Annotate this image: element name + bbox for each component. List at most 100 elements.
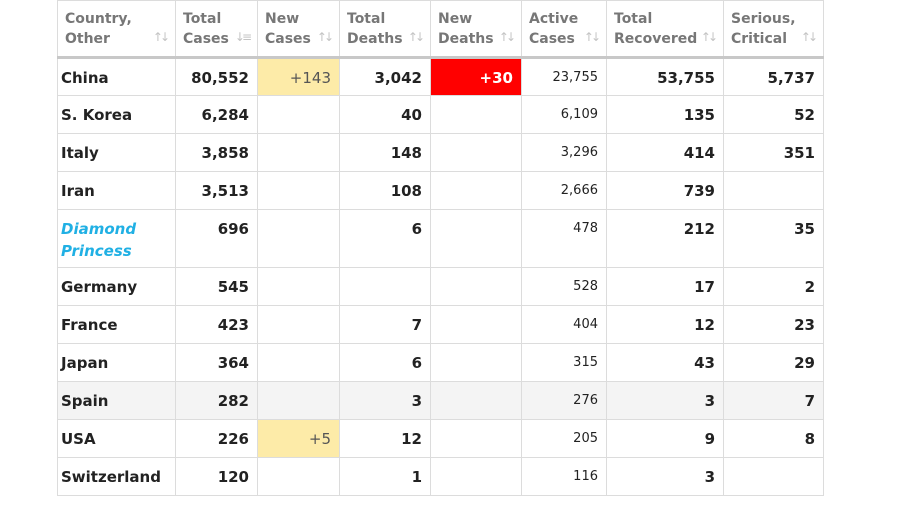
header-label: Deaths: [438, 31, 494, 47]
active-cases-cell: 404: [521, 305, 607, 344]
total-recovered-cell: 53,755: [606, 57, 724, 96]
new-cases-cell: [257, 171, 340, 210]
column-header-country[interactable]: Country, Other ↑↓: [57, 0, 176, 59]
serious-critical-cell: [723, 457, 824, 496]
new-deaths-cell: [430, 343, 522, 382]
new-deaths-cell: [430, 133, 522, 172]
sort-icon[interactable]: ↑↓: [583, 30, 601, 44]
table-row: Germany 545 528 17 2: [57, 267, 824, 306]
serious-critical-cell: 52: [723, 95, 824, 134]
total-cases-cell: 545: [175, 267, 258, 306]
total-cases-cell: 120: [175, 457, 258, 496]
country-cell: USA: [57, 419, 176, 458]
total-deaths-cell: 148: [339, 133, 431, 172]
new-cases-cell: [257, 305, 340, 344]
coronavirus-stats-table: Country, Other ↑↓ Total Cases ↓≡ New Cases ↑↓ …: [57, 0, 824, 496]
column-header-total-cases[interactable]: Total Cases ↓≡: [175, 0, 258, 59]
serious-critical-cell: 5,737: [723, 57, 824, 96]
sort-icon[interactable]: ↑↓: [700, 30, 718, 44]
table-row: France 423 7 404 12 23: [57, 305, 824, 344]
country-cell: Spain: [57, 381, 176, 420]
header-label: New: [265, 11, 300, 27]
table-row: Diamond Princess 696 6 478 212 35: [57, 209, 824, 268]
country-cell: Iran: [57, 171, 176, 210]
total-recovered-cell: 17: [606, 267, 724, 306]
country-cell: Japan: [57, 343, 176, 382]
new-cases-cell: [257, 267, 340, 306]
active-cases-cell: 276: [521, 381, 607, 420]
total-cases-cell: 282: [175, 381, 258, 420]
serious-critical-cell: 29: [723, 343, 824, 382]
sort-descending-icon[interactable]: ↓≡: [234, 30, 252, 44]
table-row: Spain 282 3 276 3 7: [57, 381, 824, 420]
total-deaths-cell: 12: [339, 419, 431, 458]
total-deaths-cell: 6: [339, 209, 431, 268]
column-header-new-deaths[interactable]: New Deaths ↑↓: [430, 0, 522, 59]
column-header-total-recovered[interactable]: Total Recovered ↑↓: [606, 0, 724, 59]
new-cases-cell: [257, 209, 340, 268]
active-cases-cell: 23,755: [521, 57, 607, 96]
active-cases-cell: 205: [521, 419, 607, 458]
country-link[interactable]: Diamond Princess: [57, 209, 176, 268]
table-row: China 80,552 +143 3,042 +30 23,755 53,75…: [57, 57, 824, 96]
country-cell: France: [57, 305, 176, 344]
header-label: Critical: [731, 31, 788, 47]
total-deaths-cell: 3: [339, 381, 431, 420]
table-row: USA 226 +5 12 205 9 8: [57, 419, 824, 458]
table-row: Italy 3,858 148 3,296 414 351: [57, 133, 824, 172]
total-deaths-cell: 3,042: [339, 57, 431, 96]
total-deaths-cell: 108: [339, 171, 431, 210]
header-label: Deaths: [347, 31, 403, 47]
active-cases-cell: 116: [521, 457, 607, 496]
total-cases-cell: 423: [175, 305, 258, 344]
serious-critical-cell: 23: [723, 305, 824, 344]
new-deaths-cell: [430, 209, 522, 268]
column-header-active-cases[interactable]: Active Cases ↑↓: [521, 0, 607, 59]
active-cases-cell: 478: [521, 209, 607, 268]
total-cases-cell: 80,552: [175, 57, 258, 96]
active-cases-cell: 6,109: [521, 95, 607, 134]
new-deaths-cell: [430, 305, 522, 344]
new-cases-cell: [257, 133, 340, 172]
header-label: Total: [183, 11, 222, 27]
table-header-row: Country, Other ↑↓ Total Cases ↓≡ New Cases ↑↓ …: [57, 0, 824, 59]
total-deaths-cell: [339, 267, 431, 306]
table-row: Switzerland 120 1 116 3: [57, 457, 824, 496]
serious-critical-cell: 2: [723, 267, 824, 306]
column-header-total-deaths[interactable]: Total Deaths ↑↓: [339, 0, 431, 59]
serious-critical-cell: 7: [723, 381, 824, 420]
header-label: Active: [529, 11, 579, 27]
total-recovered-cell: 739: [606, 171, 724, 210]
new-cases-cell: +5: [257, 419, 340, 458]
sort-icon[interactable]: ↑↓: [800, 30, 818, 44]
total-cases-cell: 3,858: [175, 133, 258, 172]
serious-critical-cell: 35: [723, 209, 824, 268]
header-label: Country,: [65, 11, 132, 27]
new-cases-cell: +143: [257, 57, 340, 96]
sort-icon[interactable]: ↑↓: [316, 30, 334, 44]
serious-critical-cell: [723, 171, 824, 210]
total-cases-cell: 364: [175, 343, 258, 382]
total-recovered-cell: 212: [606, 209, 724, 268]
header-label: Cases: [183, 31, 229, 47]
column-header-new-cases[interactable]: New Cases ↑↓: [257, 0, 340, 59]
total-recovered-cell: 3: [606, 457, 724, 496]
sort-icon[interactable]: ↑↓: [407, 30, 425, 44]
total-cases-cell: 6,284: [175, 95, 258, 134]
serious-critical-cell: 351: [723, 133, 824, 172]
new-cases-cell: [257, 343, 340, 382]
header-label: New: [438, 11, 473, 27]
new-deaths-cell: [430, 171, 522, 210]
country-cell: Italy: [57, 133, 176, 172]
header-label: Cases: [529, 31, 575, 47]
country-cell: Germany: [57, 267, 176, 306]
country-cell: China: [57, 57, 176, 96]
new-deaths-cell: [430, 95, 522, 134]
sort-icon[interactable]: ↑↓: [152, 30, 170, 44]
header-label: Total: [614, 11, 653, 27]
total-cases-cell: 226: [175, 419, 258, 458]
total-recovered-cell: 414: [606, 133, 724, 172]
sort-icon[interactable]: ↑↓: [498, 30, 516, 44]
column-header-serious-critical[interactable]: Serious, Critical ↑↓: [723, 0, 824, 59]
total-recovered-cell: 43: [606, 343, 724, 382]
